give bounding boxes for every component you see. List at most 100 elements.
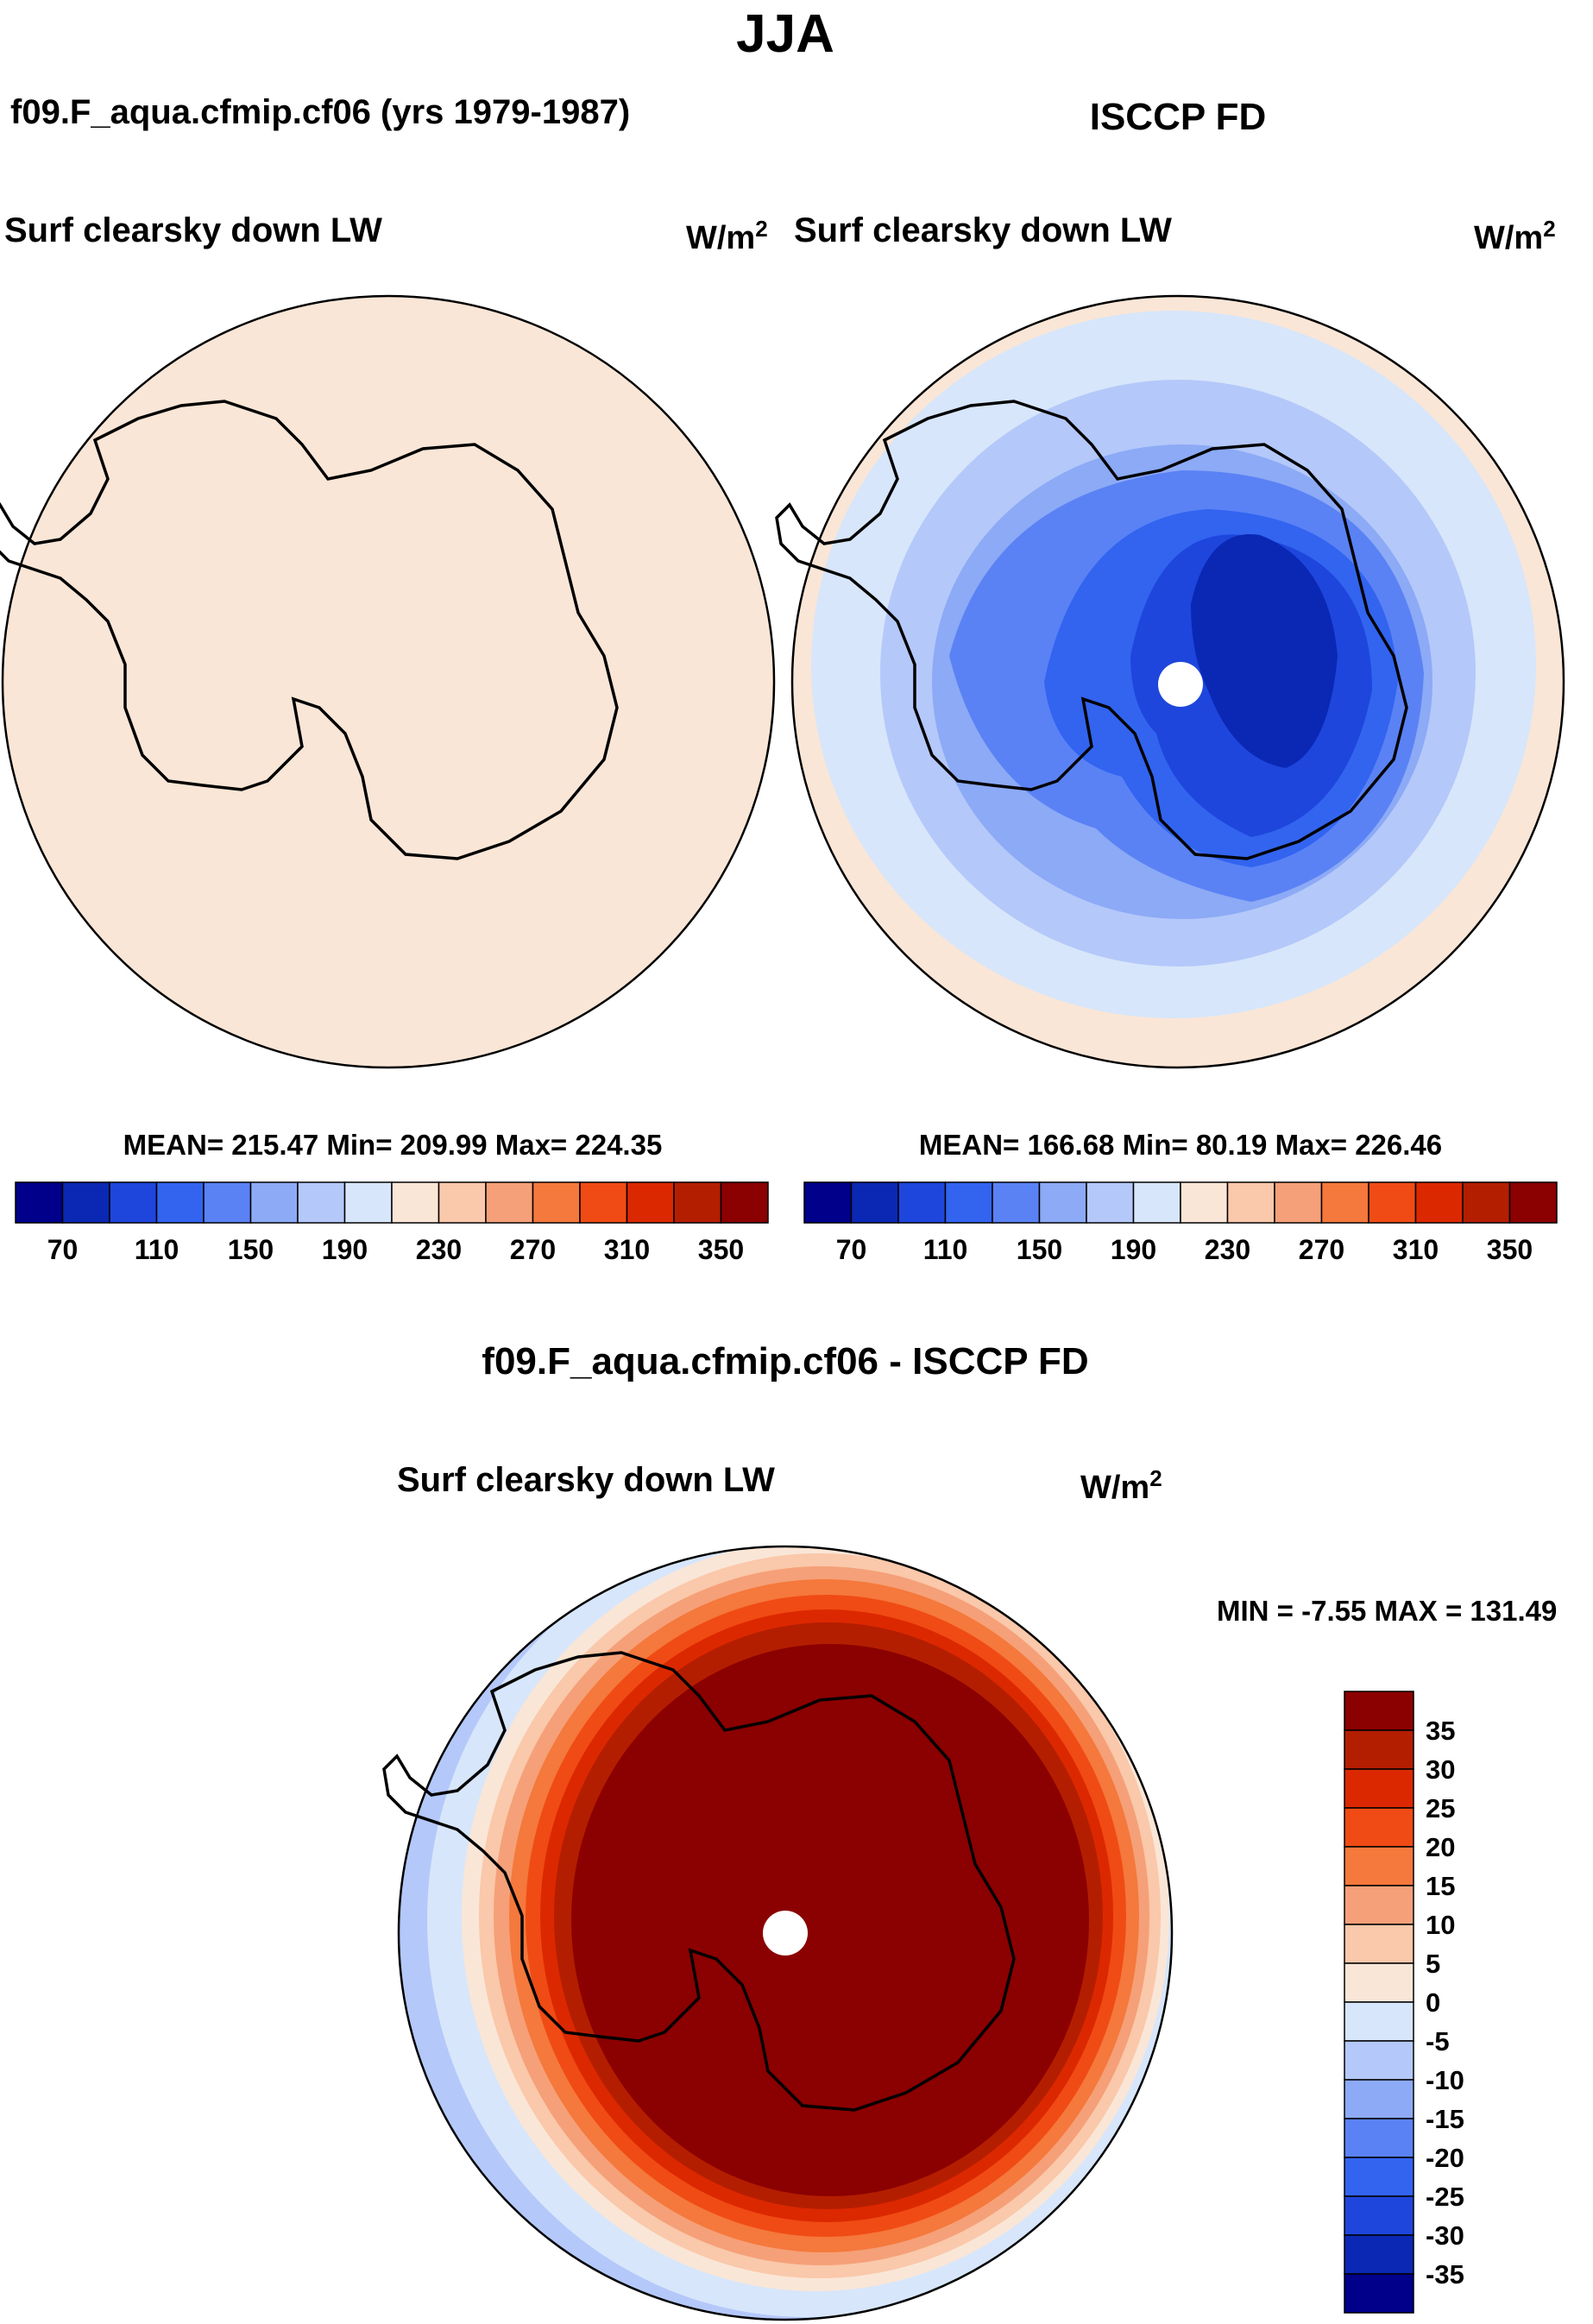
model-colorbar-box: [391, 1181, 440, 1224]
diff-colorbar-box: [1344, 1885, 1414, 1925]
model-colorbar-box: [438, 1181, 487, 1224]
obs-colorbar: 70 110 150 190 230 270 310 350: [803, 1181, 1558, 1265]
diff-colorbar-tick-label: -30: [1426, 2220, 1464, 2251]
diff-map: [399, 1546, 1172, 2320]
diff-colorbar-tick-label: 15: [1426, 1871, 1455, 1901]
diff-colorbar-tick-label: 25: [1426, 1793, 1455, 1823]
model-colorbar-box: [155, 1181, 205, 1224]
model-colorbar-tick-label: 230: [416, 1234, 462, 1265]
obs-colorbar-tick-label: 150: [1017, 1234, 1062, 1265]
model-colorbar-box: [579, 1181, 628, 1224]
obs-colorbar-tick-label: 310: [1393, 1234, 1439, 1265]
obs-colorbar-box: [1038, 1181, 1087, 1224]
obs-map-border: [790, 294, 1565, 1069]
diff-colorbar-tick-label: -25: [1426, 2182, 1464, 2212]
model-colorbar-tick-label: 150: [228, 1234, 274, 1265]
diff-colorbar-box: [1344, 2157, 1414, 2197]
obs-colorbar-tick-label: 70: [836, 1234, 867, 1265]
model-colorbar-box: [532, 1181, 581, 1224]
model-colorbar-box: [203, 1181, 252, 1224]
obs-colorbar-tick-label: 230: [1205, 1234, 1250, 1265]
diff-colorbar-tick-label: 10: [1426, 1910, 1455, 1940]
diff-colorbar-tick-label: 20: [1426, 1832, 1455, 1862]
diff-colorbar-tick-label: -10: [1426, 2065, 1464, 2095]
diff-colorbar-tick-label: 0: [1426, 1987, 1440, 2018]
model-colorbar-tick-label: 350: [698, 1234, 744, 1265]
diff-colorbar-tick-label: 5: [1426, 1949, 1440, 1979]
model-colorbar-box: [485, 1181, 534, 1224]
obs-colorbar-tick-label: 190: [1111, 1234, 1156, 1265]
obs-variable-label: Surf clearsky down LW: [794, 211, 1172, 249]
model-colorbar-box: [720, 1181, 769, 1224]
diff-colorbar-box: [1344, 2195, 1414, 2236]
model-colorbar-box: [673, 1181, 722, 1224]
model-colorbar-box: [626, 1181, 675, 1224]
obs-colorbar-box: [992, 1181, 1041, 1224]
diff-colorbar-box: [1344, 1962, 1414, 2003]
model-colorbar-box: [109, 1181, 158, 1224]
model-colorbar-box: [343, 1181, 393, 1224]
model-variable-label: Surf clearsky down LW: [4, 211, 382, 249]
obs-stats: MEAN= 166.68 Min= 80.19 Max= 226.46: [919, 1129, 1442, 1161]
model-colorbar-tick-label: 310: [604, 1234, 650, 1265]
model-colorbar-tick-label: 270: [510, 1234, 556, 1265]
obs-colorbar-box: [803, 1181, 853, 1224]
diff-colorbar-tick-label: -15: [1426, 2104, 1464, 2134]
model-units-label: W/m2: [686, 216, 768, 256]
model-colorbar-tick-label: 190: [322, 1234, 368, 1265]
season-title: JJA: [736, 4, 834, 64]
obs-colorbar-box: [1274, 1181, 1323, 1224]
obs-pole-hole: [1158, 662, 1203, 707]
model-map-border: [1, 294, 776, 1069]
model-map: [3, 296, 774, 1068]
diff-panel-title: f09.F_aqua.cfmip.cf06 - ISCCP FD: [482, 1340, 1088, 1382]
obs-colorbar-box: [850, 1181, 899, 1224]
obs-map: [792, 296, 1564, 1068]
obs-colorbar-box: [897, 1181, 947, 1224]
diff-colorbar-box: [1344, 1846, 1414, 1886]
diff-colorbar-box: [1344, 2001, 1414, 2042]
obs-colorbar-box: [1320, 1181, 1369, 1224]
obs-colorbar-box: [1508, 1181, 1558, 1224]
obs-colorbar-box: [1180, 1181, 1229, 1224]
diff-colorbar-tick-label: -20: [1426, 2143, 1464, 2173]
diff-colorbar-tick-label: 30: [1426, 1754, 1455, 1785]
diff-colorbar-box: [1344, 2118, 1414, 2158]
diff-colorbar-tick-label: -5: [1426, 2026, 1450, 2056]
obs-colorbar-tick-label: 350: [1487, 1234, 1533, 1265]
obs-panel-title: ISCCP FD: [1090, 96, 1267, 138]
diff-pole-hole: [763, 1911, 808, 1956]
diff-colorbar-box: [1344, 1807, 1414, 1848]
obs-colorbar-box: [1368, 1181, 1417, 1224]
obs-colorbar-box: [944, 1181, 993, 1224]
diff-colorbar-box: [1344, 2040, 1414, 2081]
diff-colorbar-box: [1344, 1691, 1414, 1731]
model-colorbar: 70 110 150 190 230 270 310 350: [15, 1181, 769, 1265]
obs-colorbar-box: [1414, 1181, 1464, 1224]
model-stats: MEAN= 215.47 Min= 209.99 Max= 224.35: [123, 1129, 663, 1161]
obs-colorbar-tick-label: 110: [923, 1234, 968, 1265]
diff-colorbar-box: [1344, 2273, 1414, 2314]
diff-colorbar-box: [1344, 2234, 1414, 2275]
model-colorbar-box: [297, 1181, 346, 1224]
model-colorbar-box: [61, 1181, 110, 1224]
diff-minmax: MIN = -7.55 MAX = 131.49: [1217, 1595, 1557, 1627]
diff-colorbar-box: [1344, 2079, 1414, 2119]
model-colorbar-box: [15, 1181, 64, 1224]
obs-colorbar-box: [1226, 1181, 1275, 1224]
model-panel-title: f09.F_aqua.cfmip.cf06 (yrs 1979-1987): [10, 93, 630, 131]
diff-colorbar-tick-label: -35: [1426, 2259, 1464, 2289]
obs-colorbar-box: [1132, 1181, 1181, 1224]
obs-colorbar-box: [1462, 1181, 1511, 1224]
diff-map-border: [397, 1545, 1174, 2321]
obs-contour-90: [1191, 534, 1338, 768]
diff-contour-35: [571, 1644, 1089, 2196]
model-field-fill: [3, 296, 774, 1068]
diff-colorbar: 35 30 25 20 15 10 5 0 -5 -10 -15 -20 -25 -30 -35: [1344, 1691, 1464, 2314]
model-colorbar-tick-label: 110: [135, 1234, 179, 1265]
model-colorbar-box: [249, 1181, 299, 1224]
diff-colorbar-tick-label: 35: [1426, 1716, 1455, 1746]
diff-units-label: W/m2: [1080, 1465, 1162, 1506]
diff-colorbar-box: [1344, 1768, 1414, 1809]
